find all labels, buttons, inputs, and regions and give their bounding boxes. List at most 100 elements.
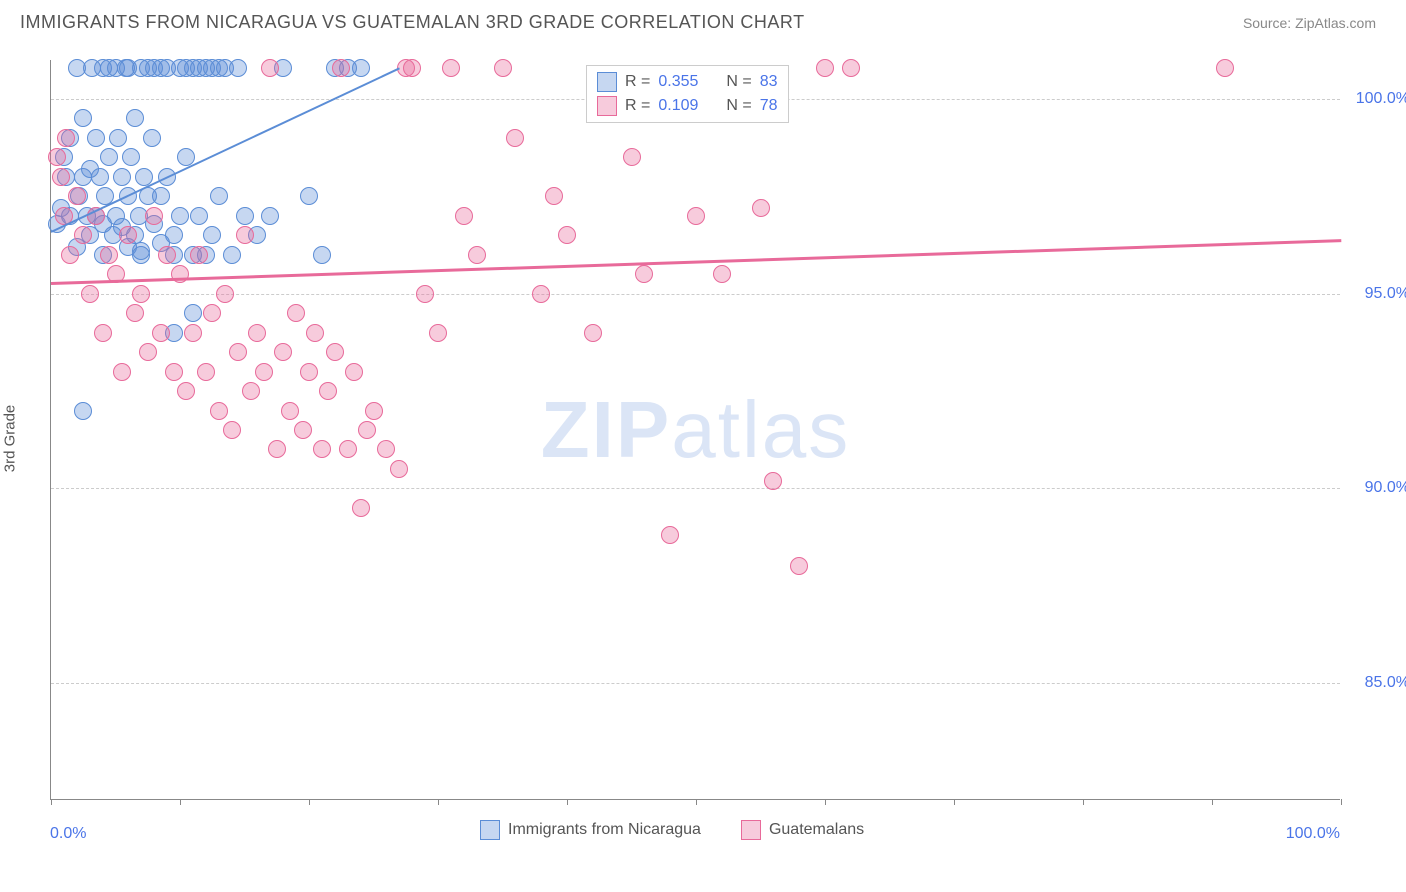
legend-swatch [480,820,500,840]
data-point [306,324,324,342]
x-tick-label: 100.0% [1286,825,1340,843]
x-tick [567,799,568,805]
data-point [294,421,312,439]
data-point [165,363,183,381]
data-point [210,187,228,205]
data-point [842,59,860,77]
data-point [203,226,221,244]
legend-label: Guatemalans [769,821,864,839]
x-tick [954,799,955,805]
r-label: R = [625,97,650,115]
data-point [210,402,228,420]
data-point [143,129,161,147]
data-point [248,324,266,342]
data-point [274,343,292,361]
watermark-light: atlas [671,385,850,474]
chart-title: IMMIGRANTS FROM NICARAGUA VS GUATEMALAN … [20,12,805,33]
header: IMMIGRANTS FROM NICARAGUA VS GUATEMALAN … [0,0,1406,41]
data-point [94,324,112,342]
data-point [74,109,92,127]
legend-swatch [597,96,617,116]
data-point [126,304,144,322]
data-point [255,363,273,381]
trendline [51,239,1341,284]
legend-label: Immigrants from Nicaragua [508,821,701,839]
data-point [87,129,105,147]
data-point [790,557,808,575]
data-point [57,129,75,147]
legend-item: Immigrants from Nicaragua [480,820,701,840]
x-tick [180,799,181,805]
data-point [216,285,234,303]
r-label: R = [625,73,650,91]
data-point [177,382,195,400]
legend-row: R =0.355N =83 [597,70,778,94]
r-value: 0.109 [658,97,698,115]
data-point [126,109,144,127]
data-point [113,363,131,381]
legend-item: Guatemalans [741,820,864,840]
y-axis-label: 3rd Grade [2,405,19,473]
data-point [268,440,286,458]
data-point [403,59,421,77]
gridline [51,294,1340,295]
data-point [429,324,447,342]
data-point [74,402,92,420]
data-point [752,199,770,217]
data-point [319,382,337,400]
watermark-bold: ZIP [541,385,671,474]
gridline [51,488,1340,489]
watermark: ZIPatlas [541,384,850,476]
x-tick [438,799,439,805]
data-point [345,363,363,381]
data-point [332,59,350,77]
data-point [313,246,331,264]
data-point [61,246,79,264]
data-point [223,421,241,439]
x-tick [825,799,826,805]
data-point [1216,59,1234,77]
data-point [122,148,140,166]
source-label: Source: ZipAtlas.com [1243,15,1376,31]
data-point [468,246,486,264]
x-tick [51,799,52,805]
data-point [158,246,176,264]
plot-area: ZIPatlas 85.0%90.0%95.0%100.0%R =0.355N … [50,60,1340,800]
data-point [339,440,357,458]
data-point [203,304,221,322]
data-point [190,207,208,225]
data-point [352,59,370,77]
data-point [171,265,189,283]
data-point [242,382,260,400]
data-point [713,265,731,283]
data-point [300,187,318,205]
legend-swatch [741,820,761,840]
data-point [287,304,305,322]
n-label: N = [726,97,751,115]
data-point [48,148,66,166]
data-point [81,285,99,303]
data-point [190,246,208,264]
correlation-legend: R =0.355N =83R =0.109N =78 [586,65,789,123]
data-point [313,440,331,458]
data-point [139,343,157,361]
data-point [184,324,202,342]
data-point [109,129,127,147]
data-point [545,187,563,205]
data-point [223,246,241,264]
data-point [635,265,653,283]
data-point [623,148,641,166]
data-point [494,59,512,77]
n-value: 83 [760,73,778,91]
data-point [171,207,189,225]
data-point [326,343,344,361]
data-point [352,499,370,517]
data-point [52,168,70,186]
data-point [74,226,92,244]
data-point [558,226,576,244]
data-point [132,285,150,303]
data-point [365,402,383,420]
data-point [119,226,137,244]
data-point [687,207,705,225]
data-point [236,207,254,225]
